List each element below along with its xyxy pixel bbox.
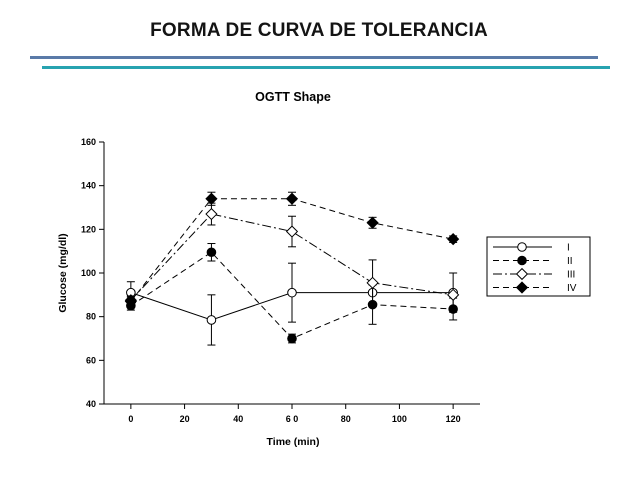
y-tick-label: 140 bbox=[81, 181, 96, 191]
data-point bbox=[206, 315, 217, 325]
x-axis-label: Time (min) bbox=[267, 436, 320, 448]
data-point bbox=[206, 247, 217, 258]
chart-title: OGTT Shape bbox=[255, 90, 331, 104]
y-axis-label: Glucose (mg/dl) bbox=[57, 233, 69, 312]
data-point bbox=[448, 304, 458, 314]
data-point bbox=[285, 225, 299, 238]
data-point bbox=[205, 192, 218, 205]
slide-title: FORMA DE CURVA DE TOLERANCIA bbox=[150, 20, 488, 41]
x-tick-label: 6 0 bbox=[286, 414, 299, 424]
data-point bbox=[366, 276, 379, 289]
series-layer bbox=[124, 191, 460, 346]
data-point bbox=[287, 287, 297, 298]
y-tick-label: 60 bbox=[86, 355, 96, 365]
y-tick-label: 100 bbox=[81, 268, 96, 278]
legend-marker bbox=[515, 267, 529, 281]
data-point bbox=[285, 192, 299, 205]
title-divider-blue bbox=[30, 56, 598, 59]
data-point bbox=[205, 207, 218, 221]
series-iii bbox=[124, 202, 460, 307]
data-point bbox=[124, 295, 137, 308]
x-tick-label: 100 bbox=[392, 414, 407, 424]
y-tick-label: 80 bbox=[86, 312, 96, 322]
x-tick-label: 80 bbox=[341, 414, 351, 424]
title-divider-teal bbox=[42, 66, 610, 69]
series-iv bbox=[124, 191, 460, 308]
legend-label: III bbox=[567, 270, 575, 281]
legend-label: II bbox=[567, 256, 573, 267]
data-point bbox=[366, 216, 379, 229]
x-tick-label: 40 bbox=[233, 414, 243, 424]
legend-marker bbox=[517, 255, 527, 266]
y-tick-label: 160 bbox=[81, 137, 96, 147]
data-point bbox=[287, 333, 297, 344]
x-tick-label: 20 bbox=[180, 414, 190, 424]
legend-marker bbox=[515, 281, 529, 294]
legend-label: I bbox=[567, 243, 570, 254]
legend-label: IV bbox=[567, 283, 577, 294]
x-tick-label: 120 bbox=[446, 414, 461, 424]
y-tick-label: 120 bbox=[81, 224, 96, 234]
y-tick-label: 40 bbox=[86, 399, 96, 409]
x-tick-label: 0 bbox=[128, 414, 133, 424]
data-point bbox=[447, 233, 460, 246]
legend-marker bbox=[517, 242, 527, 252]
data-point bbox=[447, 288, 460, 301]
